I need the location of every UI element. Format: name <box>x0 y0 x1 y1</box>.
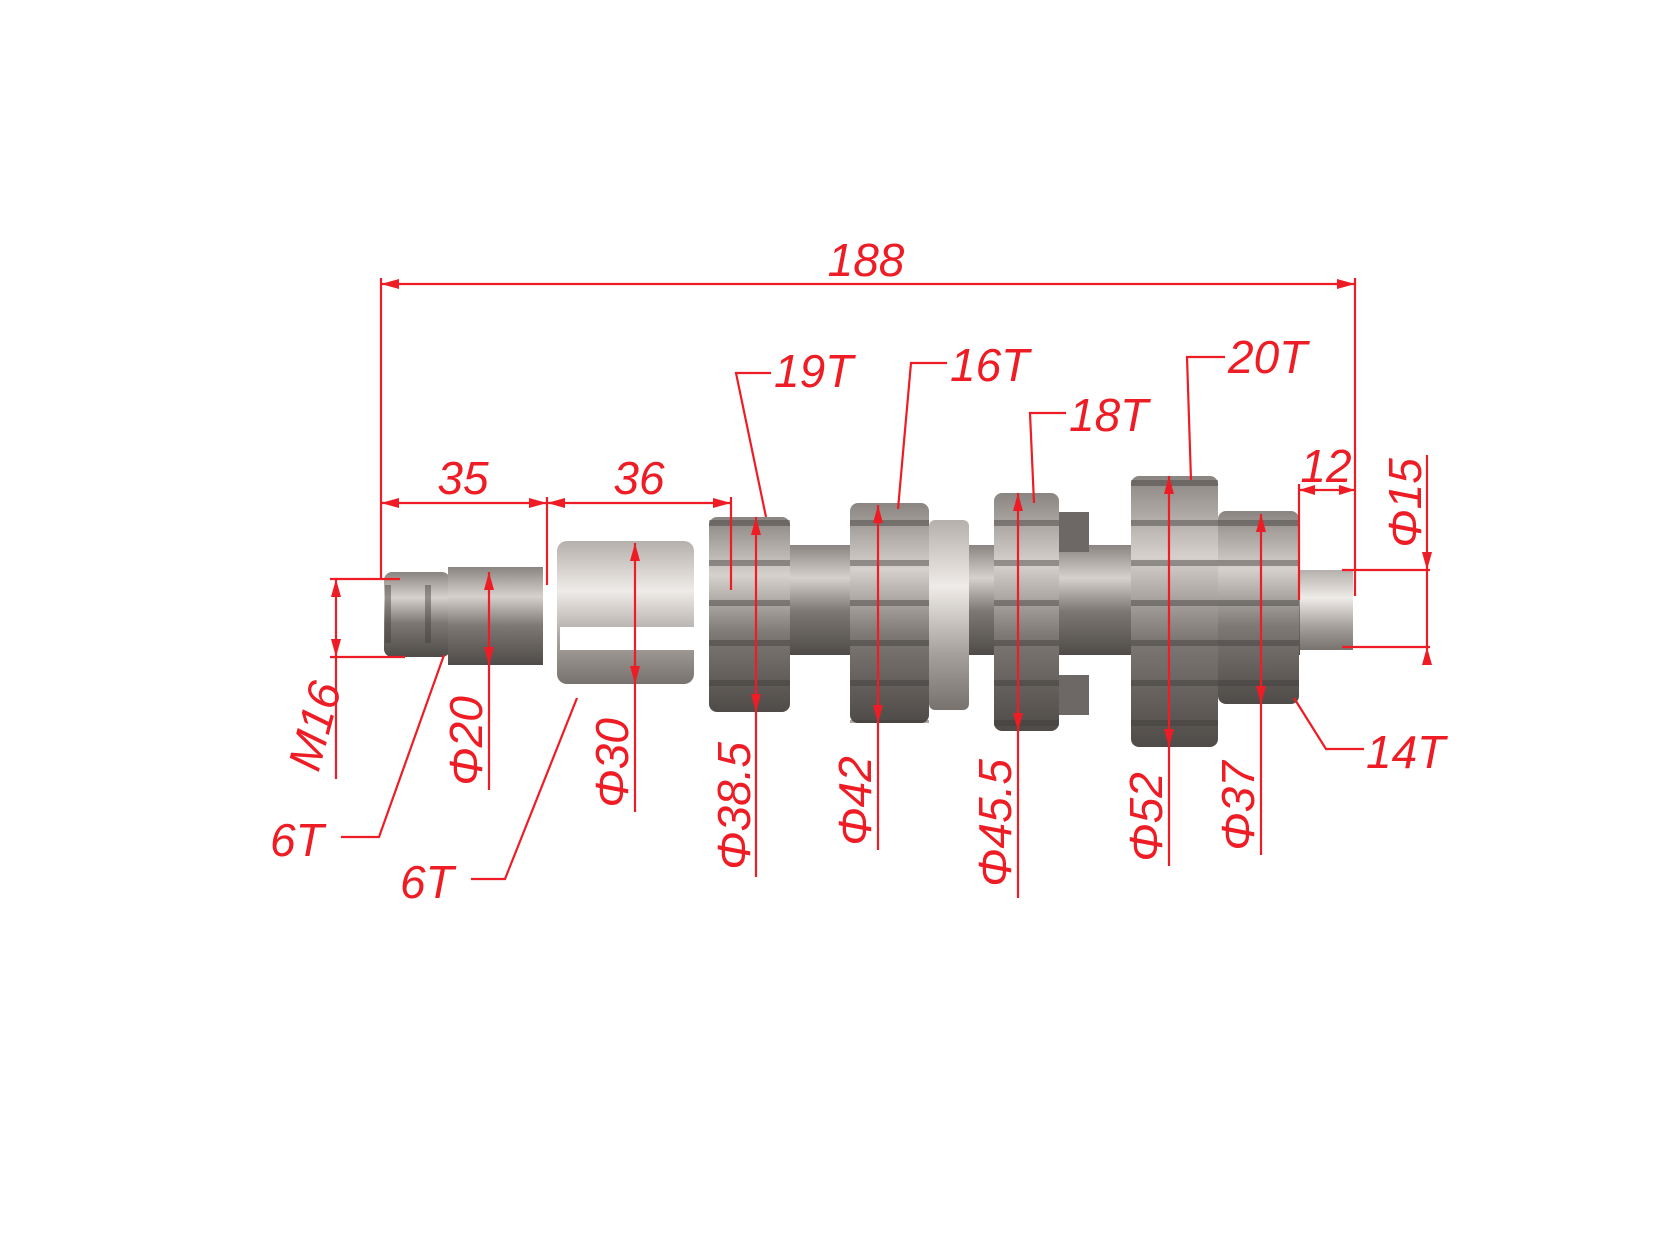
dia-gear3: Φ45.5 <box>969 759 1021 887</box>
end-journal <box>1296 570 1353 650</box>
teeth-gear1: 19T <box>774 345 856 397</box>
dia-sleeve: Φ30 <box>586 718 638 808</box>
shaft-photo <box>374 476 1353 747</box>
shift-ring <box>929 520 969 710</box>
dog-bottom <box>1059 675 1089 715</box>
dia-thread: M16 <box>278 676 351 776</box>
sleeve <box>557 541 694 684</box>
dia-gear4: Φ52 <box>1120 772 1172 862</box>
teeth-gear2: 16T <box>950 339 1032 391</box>
dia-end: Φ15 <box>1379 458 1431 548</box>
gear-16t-teeth <box>850 503 929 723</box>
length-overall: 188 <box>828 234 905 286</box>
dimension-lines <box>330 278 1432 898</box>
length-end: 12 <box>1300 440 1351 492</box>
dia-gear1: Φ38.5 <box>708 742 760 870</box>
length-thread: 35 <box>437 452 489 504</box>
gear-19t-teeth <box>709 517 790 712</box>
thread-texture <box>374 585 459 643</box>
dia-gear5: Φ37 <box>1212 760 1264 851</box>
dog-top <box>1059 512 1089 552</box>
teeth-gear3: 18T <box>1069 389 1151 441</box>
teeth-gear5: 14T <box>1366 726 1448 778</box>
gear-14t-teeth <box>1218 511 1299 704</box>
teeth-spline2: 6T <box>400 856 457 908</box>
gear-20t-teeth <box>1131 476 1218 747</box>
length-spline: 36 <box>613 452 665 504</box>
dia-gear2: Φ42 <box>829 756 881 846</box>
annotations: 188 35 36 12 Φ15 M16 Φ20 Φ30 Φ38.5 Φ42 Φ… <box>270 234 1448 908</box>
dia-spline: Φ20 <box>440 696 492 786</box>
teeth-gear4: 20T <box>1227 331 1310 383</box>
gear-18t-teeth <box>994 493 1059 731</box>
sleeve-slot <box>560 627 694 650</box>
teeth-spline1: 6T <box>270 814 327 866</box>
spline-section <box>448 567 543 665</box>
